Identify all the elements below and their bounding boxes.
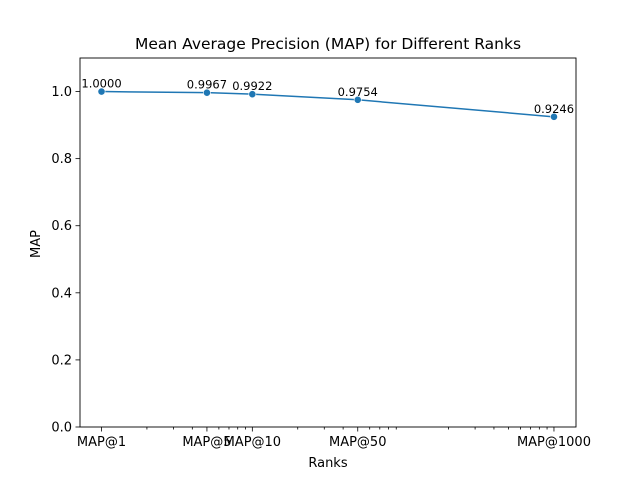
y-tick-label: 0.0 — [51, 421, 72, 436]
data-point — [203, 88, 211, 97]
x-tick-label: MAP@1 — [77, 435, 126, 450]
data-point — [550, 112, 558, 121]
data-label: 0.9967 — [187, 78, 227, 92]
data-point — [248, 90, 257, 99]
x-tick-label: MAP@50 — [329, 435, 387, 450]
y-axis-label: MAP — [29, 230, 44, 258]
x-axis-label: Ranks — [308, 456, 347, 471]
chart-title: Mean Average Precision (MAP) for Differe… — [135, 35, 521, 53]
x-tick-label: MAP@5 — [182, 435, 231, 450]
y-tick-label: 0.8 — [51, 152, 72, 167]
x-tick-label: MAP@1000 — [517, 435, 591, 450]
x-tick-label: MAP@10 — [224, 435, 282, 450]
data-label: 0.9922 — [232, 79, 272, 93]
y-tick-label: 0.4 — [51, 286, 72, 301]
data-label: 1.0000 — [81, 77, 121, 91]
data-point — [97, 87, 106, 96]
data-point — [353, 95, 362, 104]
y-tick-label: 0.2 — [51, 353, 72, 368]
y-tick-label: 1.0 — [51, 85, 72, 100]
y-tick-label: 0.6 — [51, 219, 72, 234]
axes-frame — [79, 57, 577, 428]
data-label: 0.9754 — [338, 85, 378, 99]
series-line — [101, 90, 555, 118]
data-label: 0.9246 — [534, 102, 574, 116]
